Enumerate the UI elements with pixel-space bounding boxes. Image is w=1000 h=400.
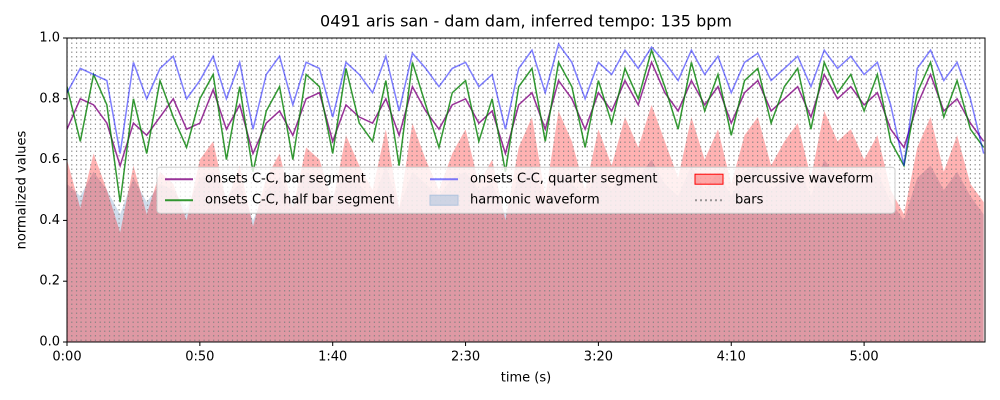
legend-box (156, 166, 896, 214)
y-tick-label: 0.0 (39, 335, 60, 350)
legend-label: onsets C-C, quarter segment (470, 172, 657, 187)
legend-label: onsets C-C, bar segment (205, 172, 366, 187)
y-tick-label: 0.4 (39, 213, 60, 228)
legend-swatch (694, 173, 724, 185)
legend-label: harmonic waveform (470, 193, 600, 208)
x-tick-label: 1:40 (318, 350, 347, 365)
x-tick-label: 5:00 (850, 350, 879, 365)
y-tick-label: 0.8 (39, 91, 60, 106)
x-tick-label: 4:10 (717, 350, 746, 365)
legend: onsets C-C, bar segment onsets C-C, half … (156, 166, 896, 214)
y-tick-label: 1.0 (39, 31, 60, 46)
y-tick-label: 0.6 (39, 152, 60, 167)
onset-line (67, 42, 985, 166)
axes-frame (66, 37, 986, 343)
chart-title: 0491 aris san - dam dam, inferred tempo:… (320, 12, 732, 31)
x-tick-label: 3:20 (584, 350, 613, 365)
x-tick-label: 0:50 (185, 350, 214, 365)
x-axis-label: time (s) (501, 371, 551, 386)
onset-line (67, 47, 985, 203)
onset-line (67, 60, 985, 169)
x-tick-label: 0:00 (52, 350, 81, 365)
y-axis-label: normalized values (15, 130, 30, 249)
legend-label: onsets C-C, half bar segment (205, 193, 394, 208)
y-tick-label: 0.2 (39, 274, 60, 289)
legend-label: bars (735, 193, 764, 208)
legend-label: percussive waveform (735, 172, 873, 187)
x-tick-label: 2:30 (451, 350, 480, 365)
legend-swatch (429, 194, 459, 206)
